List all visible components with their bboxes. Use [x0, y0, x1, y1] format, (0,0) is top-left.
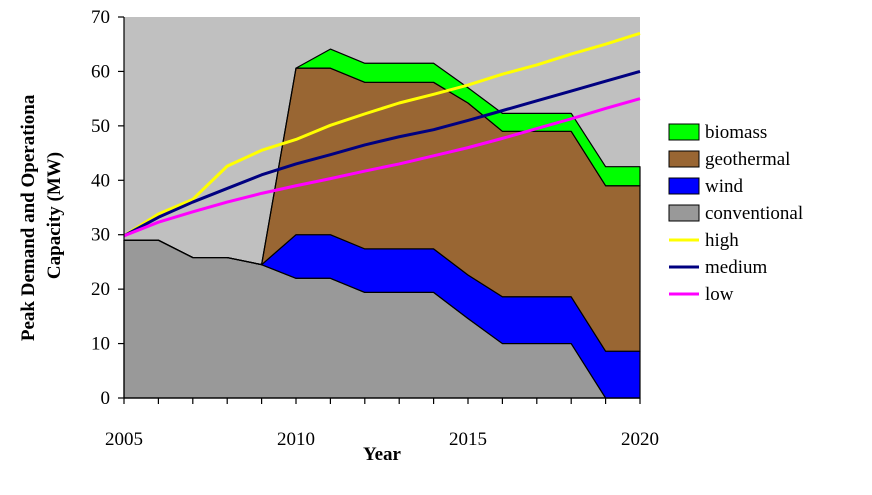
legend-label-wind: wind [705, 176, 744, 197]
legend: biomass geothermal wind conventional high med… [668, 122, 803, 305]
legend-swatch-biomass [668, 123, 700, 141]
area-biomass [123, 48, 641, 266]
y-axis-title-line-2: Capacity (MW) [44, 152, 65, 279]
legend-label-conventional: conventional [705, 203, 803, 224]
y-tick-label: 70 [91, 7, 110, 28]
y-axis-ticks: 0 10 20 30 40 50 60 70 [91, 7, 124, 409]
x-tick-label: 2020 [621, 429, 659, 450]
y-tick-label: 20 [91, 279, 110, 300]
legend-label-biomass: biomass [705, 122, 767, 143]
legend-label-geothermal: geothermal [705, 149, 790, 170]
y-tick-label: 50 [91, 116, 110, 137]
demand-lines [123, 31, 641, 238]
y-axis-title-line-1: Peak Demand and Operationa [18, 94, 39, 341]
y-tick-label: 40 [91, 170, 110, 191]
axes [123, 17, 640, 399]
legend-swatch-geothermal [668, 150, 700, 168]
x-tick-label: 2010 [277, 429, 315, 450]
y-axis-title: Peak Demand and Operationa Capacity (MW) [18, 90, 65, 341]
legend-swatch-wind [668, 177, 700, 195]
legend-swatch-conventional [668, 204, 700, 222]
x-axis-ticks: 2005 2010 2015 2020 [105, 398, 659, 450]
line-high [123, 31, 641, 238]
y-tick-label: 0 [101, 388, 111, 409]
y-tick-label: 60 [91, 61, 110, 82]
legend-label-low: low [705, 284, 734, 305]
line-medium [123, 69, 641, 238]
x-axis-title: Year [363, 444, 402, 465]
y-tick-label: 10 [91, 334, 110, 355]
x-tick-label: 2005 [105, 429, 143, 450]
legend-label-medium: medium [705, 257, 767, 278]
legend-label-high: high [705, 230, 739, 251]
x-tick-label: 2015 [449, 429, 487, 450]
line-low [123, 97, 641, 238]
y-tick-label: 30 [91, 225, 110, 246]
